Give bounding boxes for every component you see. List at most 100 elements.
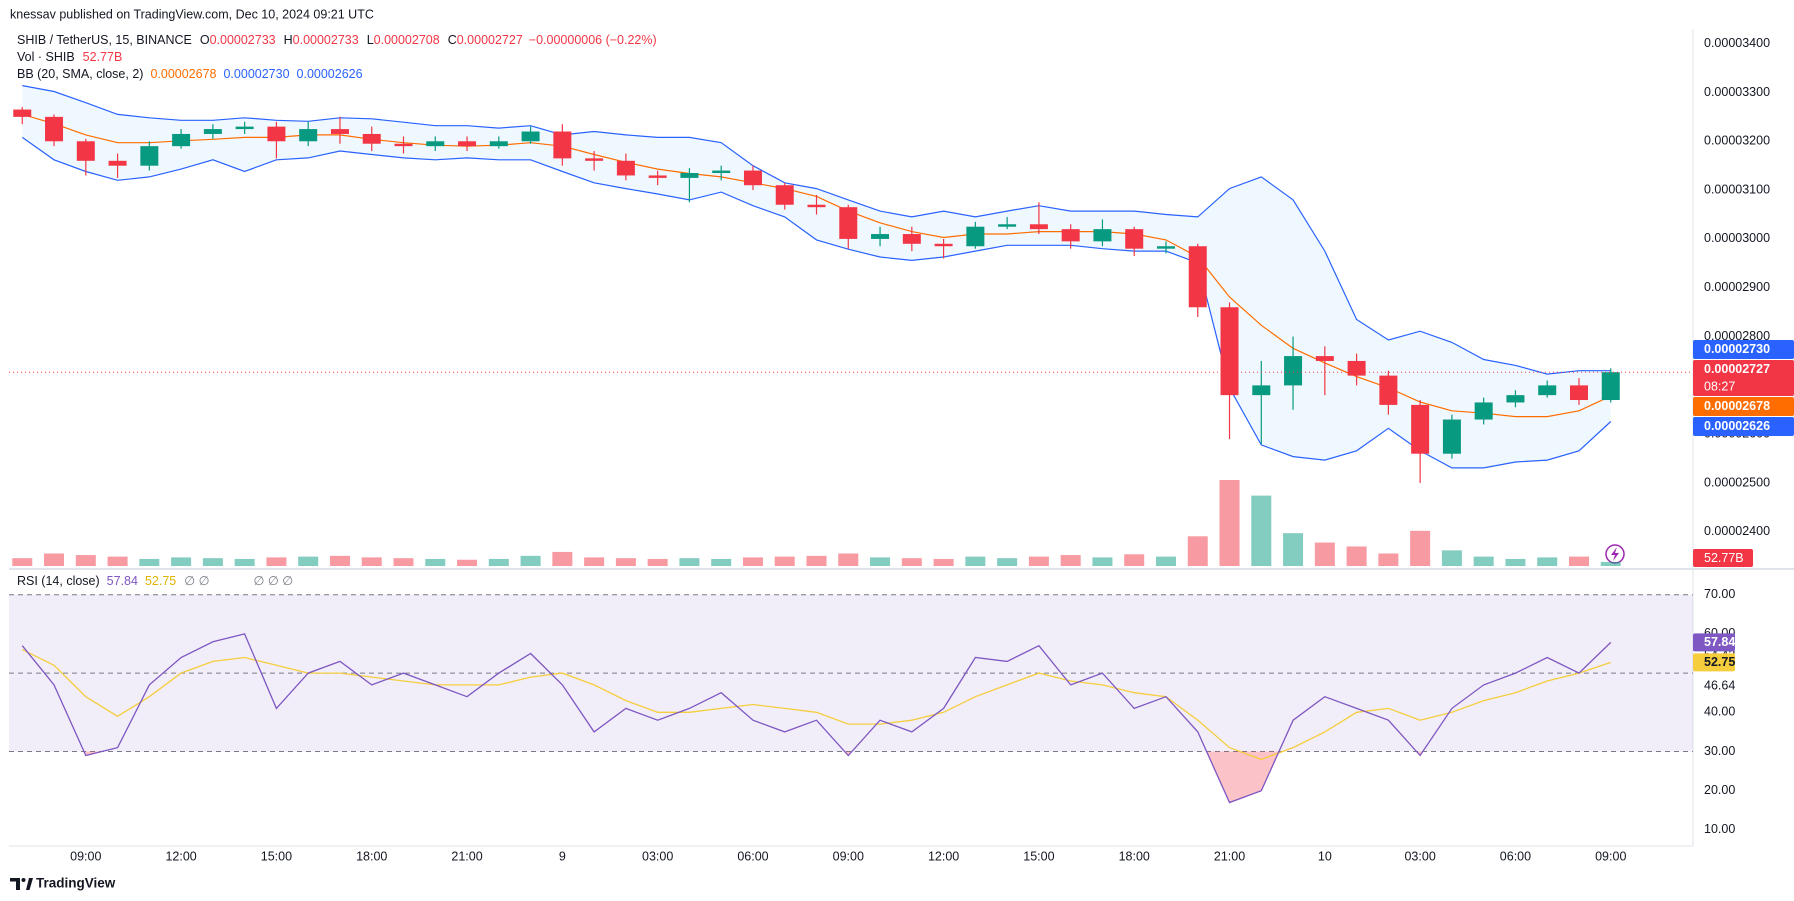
volume-bar — [1473, 556, 1494, 566]
candle-body — [1093, 229, 1112, 242]
publisher: knessav published on TradingView.com, De… — [10, 7, 374, 21]
y-tick-label: 0.00002800 — [1704, 329, 1770, 343]
candle-body — [1188, 246, 1207, 308]
candle-body — [966, 226, 985, 247]
price-label-box — [1693, 417, 1794, 437]
rsi-line — [21, 633, 1612, 804]
candle-body — [394, 143, 413, 147]
plot-area — [12, 85, 1621, 566]
volume-bar — [806, 555, 827, 566]
candle-body — [743, 170, 762, 186]
y-tick-label: 0.00002500 — [1704, 475, 1770, 489]
volume-bar — [266, 557, 287, 566]
volume-bar — [1410, 530, 1431, 566]
y-tick-label: 20.00 — [1704, 783, 1735, 797]
legend-item: 0.00002733 — [293, 33, 359, 47]
legend-item: O — [200, 33, 210, 47]
legend-item: ∅ ∅ ∅ — [254, 574, 294, 588]
legend-row: SHIB / TetherUS, 15, BINANCE O0.00002733 H… — [17, 33, 657, 47]
volume-bar — [1441, 550, 1462, 566]
volume-bar — [1537, 557, 1558, 566]
candle-body — [1538, 385, 1557, 396]
candle-body — [1347, 360, 1366, 376]
y-tick-label: 0.00003000 — [1704, 231, 1770, 245]
rsi-value-box — [1693, 653, 1735, 672]
candle-body — [1125, 229, 1144, 249]
volume-bar — [647, 558, 668, 566]
countdown-label: 08:27 — [1704, 379, 1735, 393]
x-tick-label: 21:00 — [1214, 849, 1245, 863]
volume-bar — [361, 557, 382, 566]
rsi-value-label: 57.84 — [1704, 635, 1735, 649]
legend-item: C — [448, 33, 457, 47]
candle-body — [775, 185, 794, 205]
y-tick-label: 10.00 — [1704, 822, 1735, 836]
candle-body — [1061, 229, 1080, 242]
legend-item: BB (20, SMA, close, 2) — [17, 67, 143, 81]
rsi-value-label: 52.75 — [1704, 655, 1735, 669]
volume-bar — [202, 558, 223, 566]
legend-item: H — [284, 33, 293, 47]
candle-body — [807, 204, 826, 208]
volume-bar — [1600, 561, 1621, 566]
y-tick-label: 0.00003400 — [1704, 36, 1770, 50]
candle-body — [45, 116, 64, 142]
level-label: 46.64 — [1704, 679, 1735, 693]
rsi-value-box — [1693, 633, 1735, 652]
volume-bar — [107, 556, 128, 566]
candle-body — [1220, 307, 1239, 396]
y-tick-label: 70.00 — [1704, 587, 1735, 601]
volume-bar — [44, 553, 65, 566]
volume-bar — [329, 555, 350, 566]
volume-bar — [1283, 533, 1304, 566]
x-tick-label: 18:00 — [1119, 849, 1150, 863]
volume-bar — [1505, 558, 1526, 566]
candle-body — [839, 207, 858, 239]
volume-bar — [520, 555, 541, 566]
x-tick-label: 03:00 — [1404, 849, 1435, 863]
legend-item: 0.00002733 — [210, 33, 276, 47]
volume-bar — [997, 558, 1018, 566]
volume-bar — [965, 556, 986, 566]
legend-row: BB (20, SMA, close, 2) 0.00002678 0.000027… — [17, 67, 363, 81]
legend-item: 0.00002730 — [223, 67, 289, 81]
y-tick-label: 30.00 — [1704, 744, 1735, 758]
legend-item: Vol · SHIB — [17, 50, 75, 64]
volume-bar — [1346, 546, 1367, 566]
candle-body — [108, 160, 127, 166]
volume-bar — [552, 551, 573, 566]
candle-body — [998, 224, 1017, 227]
volume-bar — [488, 558, 509, 566]
price-label: 0.00002730 — [1704, 342, 1770, 356]
volume-bar — [1155, 556, 1176, 566]
legend-item: RSI (14, close) — [17, 574, 100, 588]
candle-body — [521, 131, 540, 142]
volume-label: 52.77B — [1704, 551, 1744, 565]
legend-row: Vol · SHIB 52.77B — [17, 50, 122, 64]
candle-body — [616, 160, 635, 176]
candle-body — [458, 141, 477, 147]
candle-body — [299, 129, 318, 142]
x-tick-label: 15:00 — [1023, 849, 1054, 863]
candle-body — [553, 131, 572, 159]
volume-bar — [1060, 555, 1081, 566]
candle-body — [1029, 224, 1048, 230]
price-label-box — [1693, 360, 1794, 397]
candle-body — [585, 158, 604, 161]
candle-body — [680, 173, 699, 178]
candle-body — [902, 234, 921, 244]
volume-bar — [1028, 556, 1049, 566]
candle-body — [648, 175, 667, 178]
price-label-box — [1693, 397, 1794, 417]
x-tick-label: 06:00 — [1500, 849, 1531, 863]
oversold-fill — [22, 751, 1611, 803]
price-label-box — [1693, 340, 1794, 360]
brand: TradingView — [36, 876, 116, 891]
volume-bar — [75, 555, 96, 566]
candle-body — [426, 141, 445, 147]
legend-item: ∅ ∅ — [184, 574, 209, 588]
x-tick-label: 09:00 — [1595, 849, 1626, 863]
